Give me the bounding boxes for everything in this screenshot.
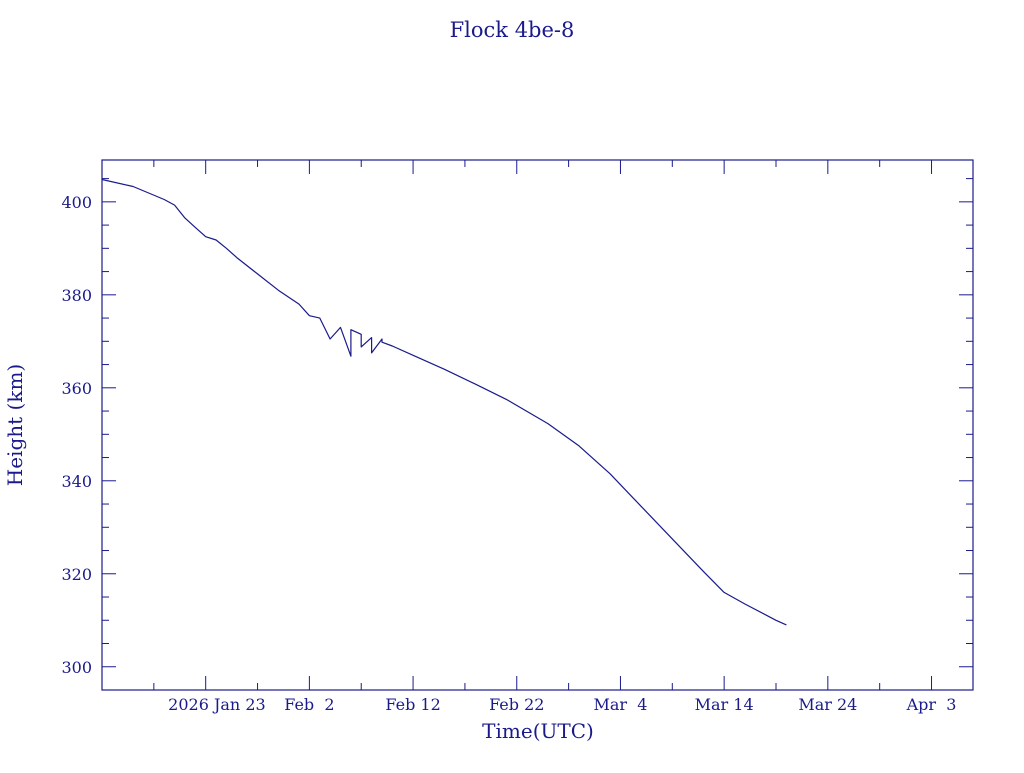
- x-axis-label: Time(UTC): [482, 719, 594, 743]
- x-tick-label: Mar 14: [695, 695, 754, 714]
- y-tick-label: 400: [61, 193, 92, 212]
- x-tick-label: Apr 3: [906, 695, 957, 714]
- y-tick-label: 320: [61, 565, 92, 584]
- y-axis-label: Height (km): [3, 364, 27, 486]
- y-tick-label: 300: [61, 658, 92, 677]
- tick-labels: 300 320 340 360 380 400 2026 Jan 23 Feb 2 Feb 12…: [61, 193, 956, 714]
- y-tick-label: 340: [61, 472, 92, 491]
- x-tick-label: 2026 Jan 23: [168, 695, 266, 714]
- x-tick-label: Feb 22: [489, 695, 544, 714]
- x-tick-label: Feb 12: [385, 695, 440, 714]
- chart-title: Flock 4be-8: [450, 18, 575, 42]
- axis-ticks: [102, 160, 973, 690]
- x-tick-label: Mar 4: [593, 695, 647, 714]
- y-tick-label: 380: [61, 286, 92, 305]
- plot-frame: [101, 159, 974, 691]
- y-tick-label: 360: [61, 379, 92, 398]
- x-tick-label: Mar 24: [798, 695, 857, 714]
- x-tick-label: Feb 2: [284, 695, 334, 714]
- series-line-height: [101, 178, 787, 626]
